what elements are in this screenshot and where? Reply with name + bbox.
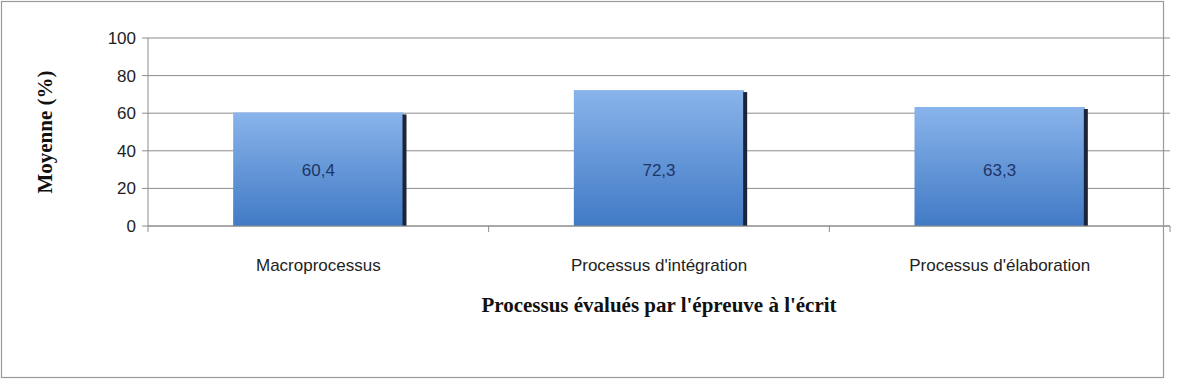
bar (574, 90, 744, 226)
chart-frame (2, 2, 1164, 378)
chart-svg: 0 20 40 60 80 100 60,4 72,3 63,3 Macroprocessus Pr… (0, 0, 1182, 380)
y-tick (142, 226, 148, 227)
y-axis-title: Moyenne (%) (33, 70, 57, 193)
y-tick-label: 80 (117, 67, 136, 86)
y-tick (142, 38, 148, 39)
x-axis-line (148, 226, 1170, 227)
chart-container: 0 20 40 60 80 100 60,4 72,3 63,3 Macroprocessus Pr… (0, 0, 1182, 380)
bar-edge-shadow (1084, 109, 1088, 226)
y-tick-label: 60 (117, 104, 136, 123)
x-band-tick (1170, 226, 1171, 232)
data-label: 63,3 (983, 161, 1016, 180)
data-label: 60,4 (302, 161, 335, 180)
x-band-tick (488, 226, 489, 232)
grid-line (148, 38, 1170, 39)
y-tick-label: 100 (108, 29, 136, 48)
y-tick-label: 0 (127, 217, 136, 236)
x-tick-label: Processus d'élaboration (909, 256, 1090, 275)
bar (233, 112, 403, 226)
grid-line (148, 75, 1170, 76)
y-tick (142, 75, 148, 76)
bars (233, 90, 1088, 226)
y-tick (142, 113, 148, 114)
data-label: 72,3 (642, 161, 675, 180)
y-tick-label: 40 (117, 142, 136, 161)
x-tick-label: Macroprocessus (256, 256, 381, 275)
x-axis-title: Processus évalués par l'épreuve à l'écri… (481, 293, 836, 317)
y-tick (142, 150, 148, 151)
y-axis-line (148, 38, 149, 226)
grid-line (148, 226, 1170, 227)
bar-edge-shadow (403, 114, 407, 226)
x-band-tick (829, 226, 830, 232)
bar-edge-shadow (743, 92, 747, 226)
x-band-tick (148, 226, 149, 232)
bar (915, 107, 1085, 226)
y-tick-label: 20 (117, 179, 136, 198)
labels: 60,4 72,3 63,3 Macroprocessus Processus d'in… (256, 161, 1090, 275)
x-tick-label: Processus d'intégration (571, 256, 747, 275)
y-tick (142, 188, 148, 189)
y-grid: 0 20 40 60 80 100 (108, 29, 1170, 236)
